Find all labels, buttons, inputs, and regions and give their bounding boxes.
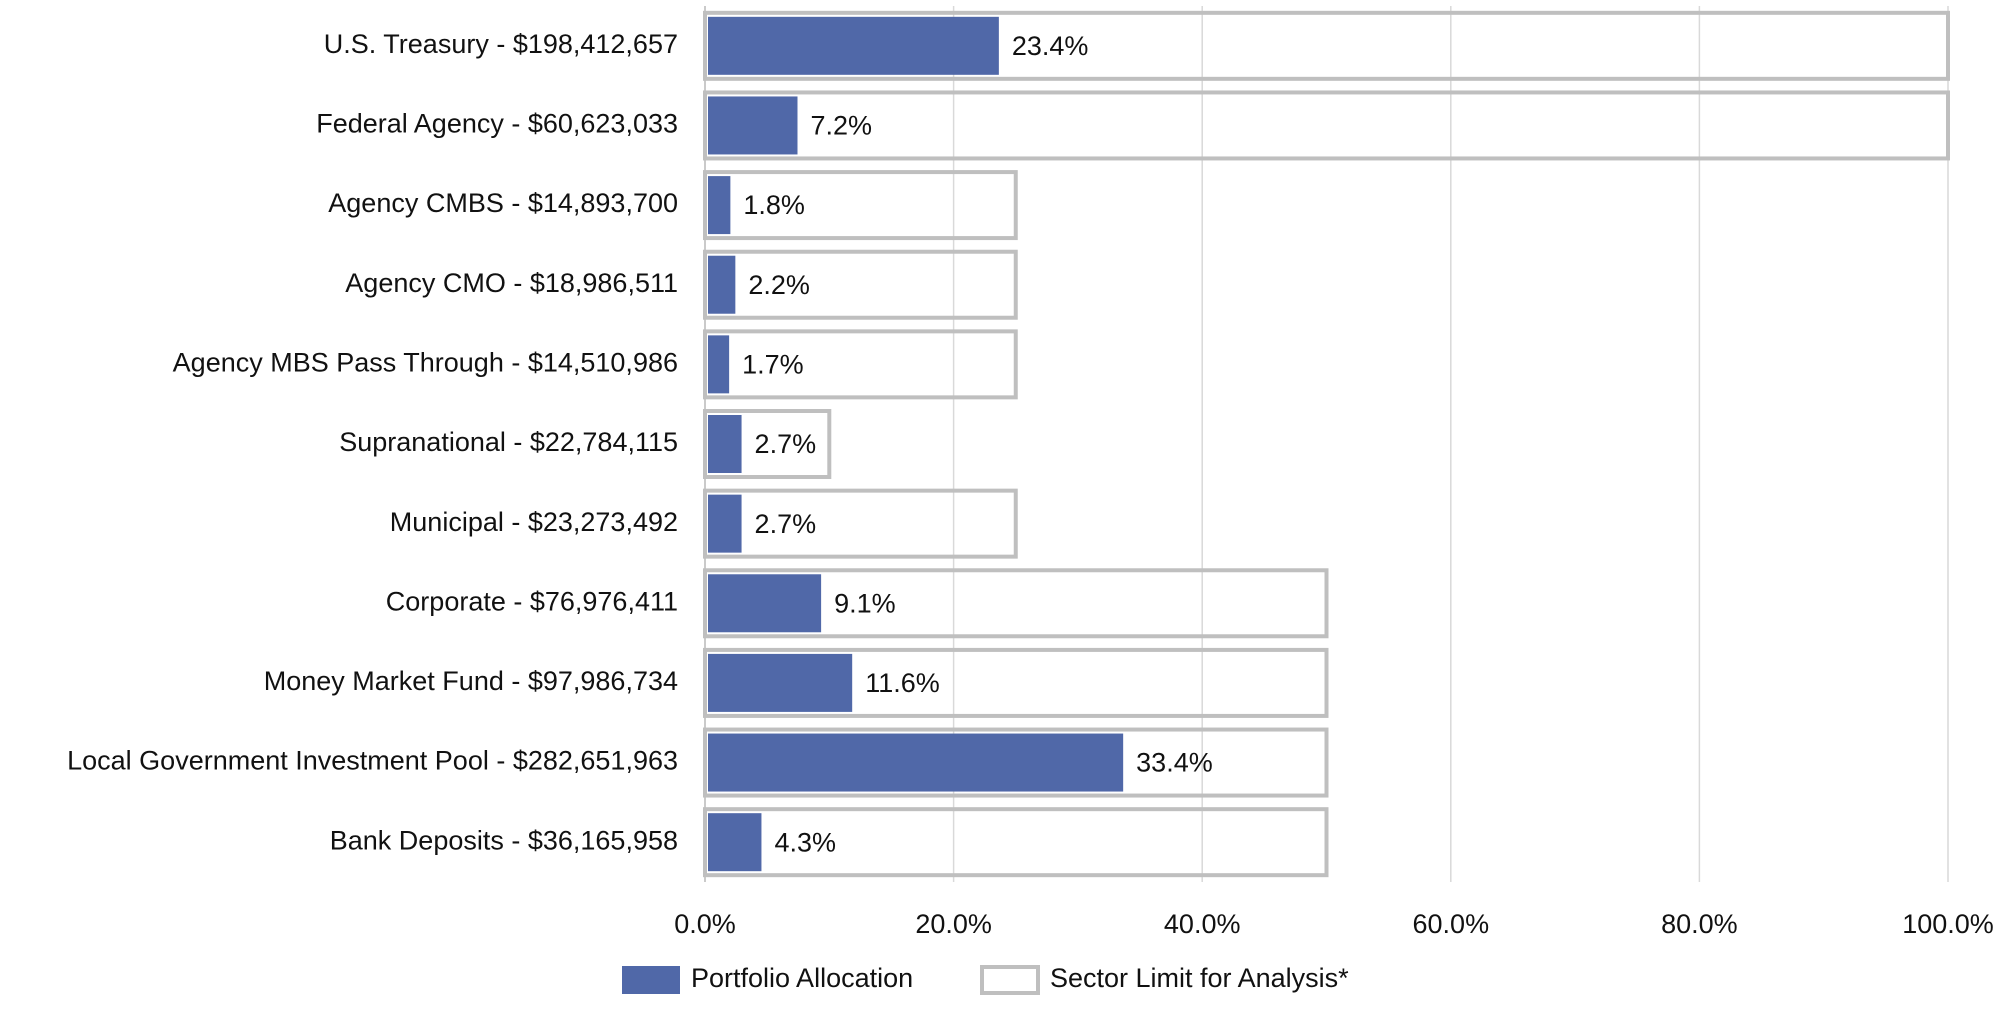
x-tick-label: 40.0% [1164, 909, 1241, 939]
y-tick-label: Bank Deposits - $36,165,958 [330, 825, 678, 855]
data-label: 1.7% [742, 349, 804, 379]
y-tick-label: Municipal - $23,273,492 [390, 507, 678, 537]
data-label: 11.6% [865, 668, 940, 698]
y-tick-label: Corporate - $76,976,411 [386, 586, 678, 616]
data-label: 4.3% [774, 827, 836, 857]
y-tick-label: Agency CMBS - $14,893,700 [328, 188, 678, 218]
allocation-bar [708, 96, 798, 155]
x-tick-label: 0.0% [674, 909, 736, 939]
legend-swatch [622, 966, 680, 994]
data-label: 7.2% [810, 111, 872, 141]
allocation-bar [708, 255, 736, 314]
allocation-bar [708, 415, 742, 473]
data-label: 2.7% [755, 429, 817, 459]
allocation-bar [708, 494, 742, 553]
limit-bar [703, 488, 1018, 559]
limit-bar [703, 170, 1018, 241]
legend-swatch [980, 965, 1040, 995]
data-label: 23.4% [1012, 31, 1089, 61]
legend-label: Portfolio Allocation [691, 963, 913, 993]
y-tick-label: Money Market Fund - $97,986,734 [264, 666, 678, 696]
data-label: 2.7% [755, 509, 817, 539]
y-tick-label: Supranational - $22,784,115 [339, 427, 678, 457]
limit-bar [703, 329, 1018, 400]
data-label: 33.4% [1136, 748, 1213, 778]
allocation-bar [708, 176, 731, 235]
data-label: 9.1% [834, 588, 896, 618]
data-label: 1.8% [743, 190, 805, 220]
allocation-bar [708, 335, 730, 394]
x-tick-label: 60.0% [1413, 909, 1490, 939]
y-tick-label: Agency CMO - $18,986,511 [345, 268, 678, 298]
data-label: 2.2% [748, 270, 810, 300]
y-tick-label: Agency MBS Pass Through - $14,510,986 [173, 347, 678, 377]
limit-bar [703, 807, 1329, 878]
limit-bar [703, 409, 832, 479]
limit-bar [703, 249, 1018, 320]
limit-bar [703, 10, 1950, 81]
y-tick-label: Federal Agency - $60,623,033 [316, 109, 678, 139]
limit-bar [703, 647, 1329, 718]
x-tick-label: 100.0% [1902, 909, 1994, 939]
allocation-bar [708, 653, 853, 712]
x-tick-label: 20.0% [915, 909, 992, 939]
y-tick-label: Local Government Investment Pool - $282,… [67, 746, 678, 776]
limit-bar [703, 568, 1329, 639]
allocation-bar [708, 733, 1124, 792]
limit-bar [703, 727, 1329, 798]
allocation-bar [708, 16, 999, 75]
allocation-bar [708, 574, 822, 633]
y-tick-label: U.S. Treasury - $198,412,657 [324, 29, 678, 59]
allocation-bar [708, 813, 762, 872]
x-tick-label: 80.0% [1661, 909, 1738, 939]
legend-label: Sector Limit for Analysis* [1050, 963, 1349, 993]
limit-bar [703, 90, 1950, 161]
